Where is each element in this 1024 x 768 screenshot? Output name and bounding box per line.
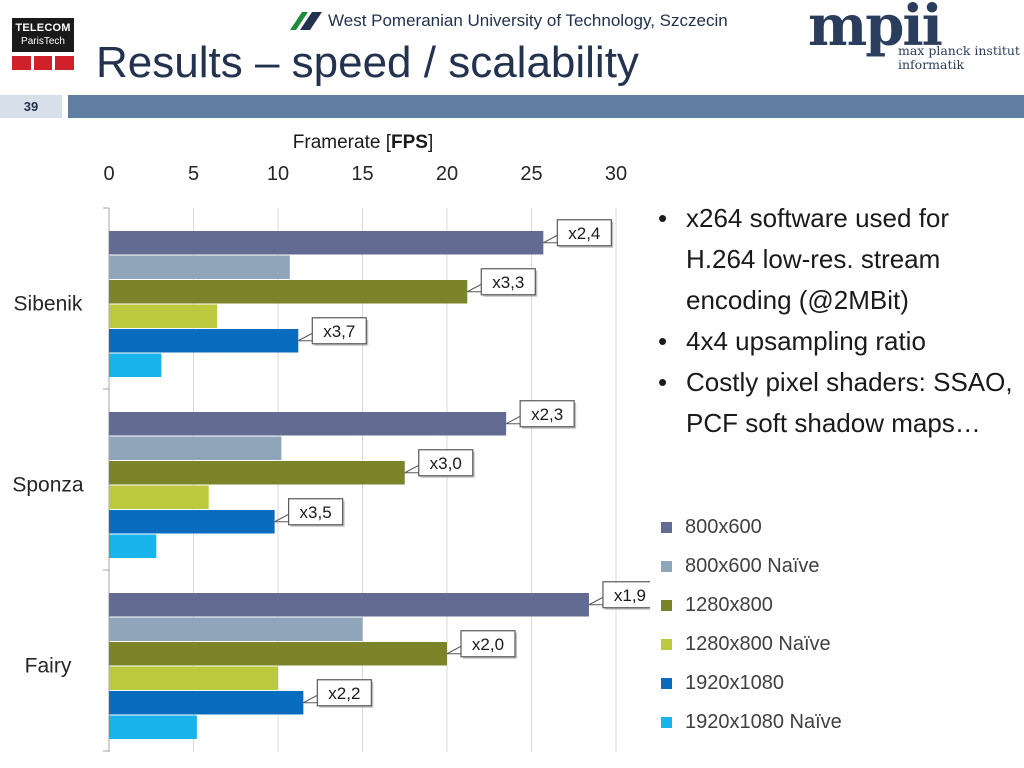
bar [109,231,544,255]
callout-label: x2,0 [472,635,504,654]
legend-swatch [661,639,672,650]
callout-pointer [298,331,314,342]
callout-label: x2,2 [328,684,360,703]
x-tick-label: 15 [351,163,373,185]
callout-pointer [467,282,483,293]
bullet-item: Costly pixel shaders: SSAO, PCF soft sha… [650,362,1020,444]
callout-box [480,268,536,296]
bar [109,461,405,485]
legend-item: 1280x800 [660,586,842,625]
legend-label: 1920x1080 Naïve [685,711,842,733]
x-tick-label: 10 [267,163,289,185]
telecom-logo-line1: TELECOM [15,22,71,34]
slide-title: Results – speed / scalability [96,38,639,87]
callout-pointer [274,512,291,523]
x-tick-label: 5 [188,163,199,185]
legend-label: 1280x800 Naïve [685,633,831,655]
legend-swatch [661,561,672,572]
category-label: Sponza [12,474,84,497]
x-tick-label: 0 [103,163,114,185]
legend-item: 800x600 [660,508,842,547]
mpi-wordmark: mpii [808,0,943,59]
callout-pointer [303,693,319,704]
bar [109,485,209,509]
x-tick-label: 30 [605,163,627,185]
bar [109,329,299,353]
callout-box [316,679,372,707]
bullet-item: 4x4 upsampling ratio [650,321,1020,362]
legend-swatch [661,522,672,533]
callout-label: x1,9 [614,586,646,605]
category-label: Sibenik [14,293,83,316]
framerate-bar-chart: Framerate [FPS] 0 5 10 15 20 25 30 Sibenik Sponza… [12,132,650,752]
slide-number: 39 [0,95,62,118]
legend-item: 1920x1080 Naïve [660,703,842,742]
callout-pointer [505,414,522,425]
callout-pointer [404,463,421,474]
callout-box [602,581,650,609]
bar [109,353,162,377]
bar [109,304,218,328]
bar [109,642,447,666]
bar [109,715,197,739]
bar [109,617,363,641]
mpi-subtitle-line2: informatik [898,57,965,72]
legend-item: 1280x800 Naïve [660,625,842,664]
x-tick-label: 25 [520,163,542,185]
bar [109,510,275,534]
callout-pointer [588,595,605,606]
bar [109,280,468,304]
mpi-subtitle-line1: max planck institut [898,43,1020,58]
callout-label: x3,0 [430,454,462,473]
mpi-logo: mpii max planck institut informatik [808,0,1020,74]
callout-pointer [543,233,559,244]
callout-label: x2,4 [568,224,600,243]
callout-label: x3,3 [492,273,524,292]
legend-label: 1280x800 [685,594,773,616]
x-tick-label: 20 [436,163,458,185]
chart-legend: 800x600 800x600 Naïve 1280x800 1280x800 Naï… [660,508,842,742]
bar [109,666,278,690]
legend-label: 1920x1080 [685,672,784,694]
callout-box [460,630,516,658]
legend-swatch [661,678,672,689]
legend-swatch [661,600,672,611]
telecom-logo-line2: ParisTech [21,36,65,47]
university-name: West Pomeranian University of Technology… [328,11,728,30]
zut-logo-icon [290,12,322,30]
mpi-subtitle: max planck institut informatik [898,44,1020,72]
bullet-list: x264 software used for H.264 low-res. st… [650,198,1020,444]
callout-box [519,400,575,428]
callout-box [311,317,367,345]
legend-label: 800x600 [685,516,762,538]
legend-item: 800x600 Naïve [660,547,842,586]
bar [109,691,304,715]
legend-swatch [661,717,672,728]
chart-title: Framerate [FPS] [293,132,433,153]
callout-label: x3,5 [300,503,332,522]
telecom-paristech-logo: TELECOM ParisTech [12,18,76,72]
bar [109,255,290,279]
bullet-item: x264 software used for H.264 low-res. st… [650,198,1020,321]
category-label: Fairy [25,655,72,678]
bar [109,534,157,558]
university-logo: West Pomeranian University of Technology… [288,8,728,34]
callout-box [556,219,612,247]
callout-box [418,449,474,477]
bar [109,412,507,436]
title-bar [68,95,1024,118]
legend-label: 800x600 Naïve [685,555,820,577]
legend-item: 1920x1080 [660,664,842,703]
callout-box [288,498,344,526]
bar [109,593,589,617]
bar [109,436,282,460]
callout-label: x2,3 [531,405,563,424]
telecom-logo-red-band [12,56,75,70]
callout-label: x3,7 [323,322,355,341]
callout-pointer [446,644,463,655]
